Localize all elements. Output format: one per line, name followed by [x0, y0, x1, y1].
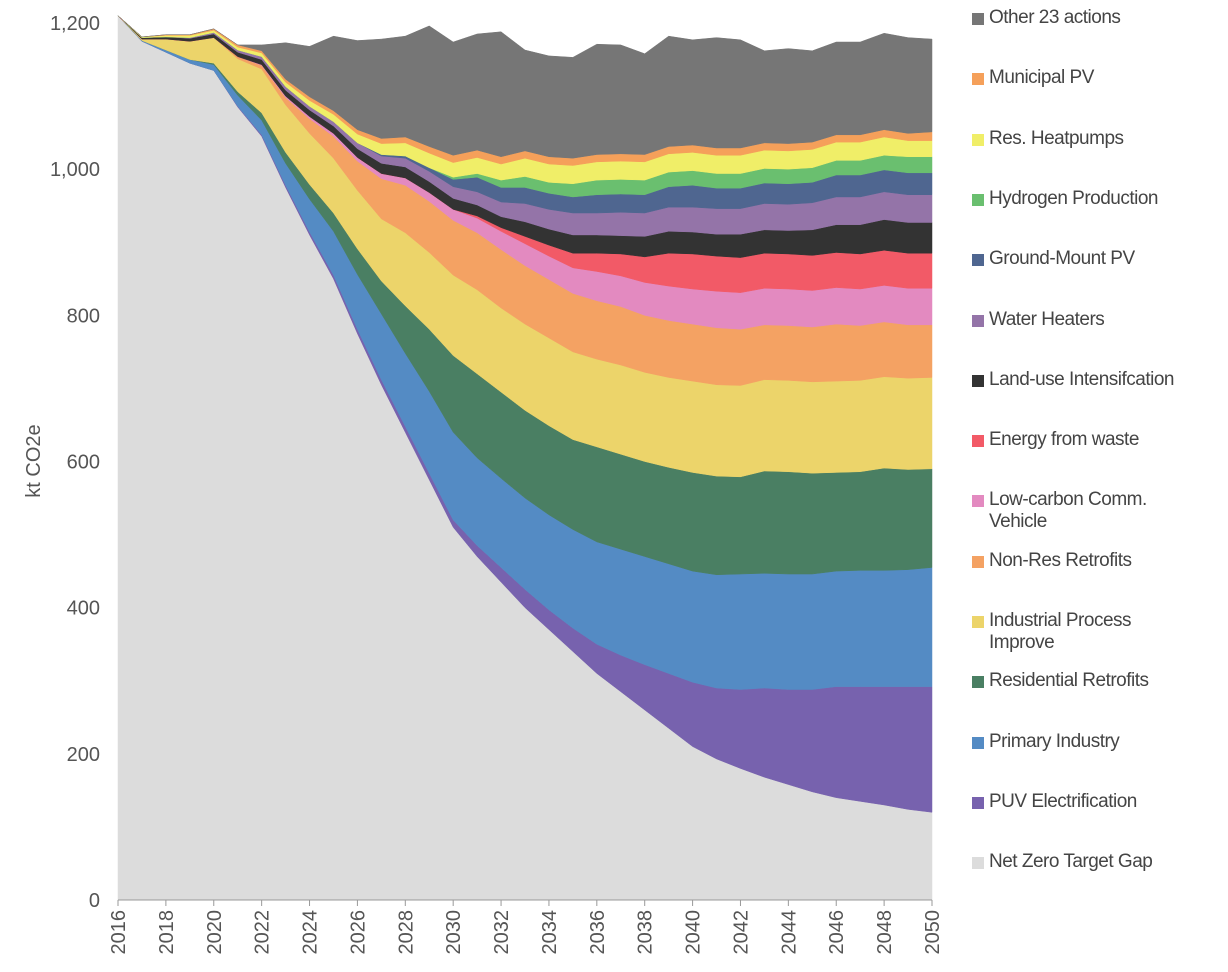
y-tick-label: 0: [89, 890, 100, 912]
x-tick-label: 2044: [778, 910, 800, 955]
legend-swatch: [972, 857, 984, 870]
x-tick-label: 2048: [874, 910, 896, 955]
x-tick-label: 2046: [826, 910, 848, 955]
legend-label: Water Heaters: [989, 308, 1105, 330]
legend-swatch: [972, 133, 984, 146]
legend-item: Energy from waste: [972, 429, 1194, 451]
legend-item: Residential Retrofits: [972, 670, 1194, 692]
x-tick-label: 2040: [683, 910, 705, 955]
y-axis-label: kt CO2e: [23, 424, 45, 497]
legend-item: Other 23 actions: [972, 7, 1194, 29]
legend-swatch: [972, 254, 984, 267]
legend-swatch: [972, 616, 984, 628]
y-tick-label: 1,200: [50, 13, 100, 35]
legend-swatch: [972, 796, 984, 809]
legend-label: Energy from waste: [989, 429, 1139, 451]
y-tick-label: 600: [67, 452, 100, 474]
legend-label: PUV Electrification: [989, 790, 1137, 812]
x-tick-label: 2036: [587, 910, 609, 955]
x-tick-label: 2020: [204, 910, 226, 955]
y-tick-label: 1,000: [50, 159, 100, 181]
legend-label: Residential Retrofits: [989, 670, 1149, 692]
x-tick-label: 2016: [108, 910, 130, 955]
legend-swatch: [972, 193, 984, 206]
x-tick-label: 2018: [156, 910, 178, 955]
x-tick-label: 2034: [539, 910, 561, 955]
y-tick-label: 400: [67, 598, 100, 620]
legend-item: Industrial Process Improve: [972, 610, 1194, 654]
legend-item: PUV Electrification: [972, 791, 1194, 813]
legend-swatch: [972, 13, 984, 25]
legend-item: Municipal PV: [972, 67, 1194, 89]
legend-label: Municipal PV: [989, 67, 1094, 89]
x-tick-label: 2030: [443, 910, 465, 955]
legend-label: Hydrogen Production: [989, 187, 1159, 209]
y-tick-label: 200: [67, 744, 100, 766]
y-tick-label: 800: [67, 305, 100, 327]
legend-item: Non-Res Retrofits: [972, 550, 1194, 572]
legend-item: Hydrogen Production: [972, 188, 1194, 210]
area: [117, 15, 933, 159]
x-tick-label: 2042: [730, 910, 752, 955]
legend-swatch: [972, 736, 984, 749]
legend-swatch: [972, 676, 984, 689]
legend-swatch: [972, 314, 984, 327]
x-tick-label: 2022: [252, 910, 274, 955]
legend-label: Net Zero Target Gap: [989, 851, 1153, 873]
x-tick-label: 2050: [922, 910, 944, 955]
legend-swatch: [972, 435, 984, 448]
x-tick-label: 2038: [635, 910, 657, 955]
legend-item: Water Heaters: [972, 309, 1194, 331]
x-tick-label: 2032: [491, 910, 513, 955]
legend-item: Res. Heatpumps: [972, 128, 1194, 150]
legend-swatch: [972, 374, 984, 387]
legend-item: Net Zero Target Gap: [972, 851, 1194, 873]
legend-label: Low-carbon Comm. Vehicle: [989, 489, 1147, 533]
legend-item: Low-carbon Comm. Vehicle: [972, 489, 1194, 533]
legend-label: Primary Industry: [989, 730, 1120, 752]
x-tick-label: 2026: [347, 910, 369, 955]
legend-label: Non-Res Retrofits: [989, 549, 1132, 571]
legend-label: Land-use Intensifcation: [989, 368, 1174, 390]
legend-item: Ground-Mount PV: [972, 248, 1194, 270]
legend-label: Other 23 actions: [989, 7, 1121, 28]
legend-label: Ground-Mount PV: [989, 248, 1135, 270]
legend-item: Primary Industry: [972, 731, 1194, 753]
legend-label: Res. Heatpumps: [989, 127, 1124, 149]
legend-swatch: [972, 73, 984, 86]
x-tick-label: 2024: [300, 910, 322, 955]
legend-swatch: [972, 555, 984, 568]
x-tick-label: 2028: [395, 910, 417, 955]
legend-swatch: [972, 495, 984, 508]
legend-item: Land-use Intensifcation: [972, 369, 1194, 391]
legend-label: Industrial Process Improve: [989, 610, 1132, 653]
